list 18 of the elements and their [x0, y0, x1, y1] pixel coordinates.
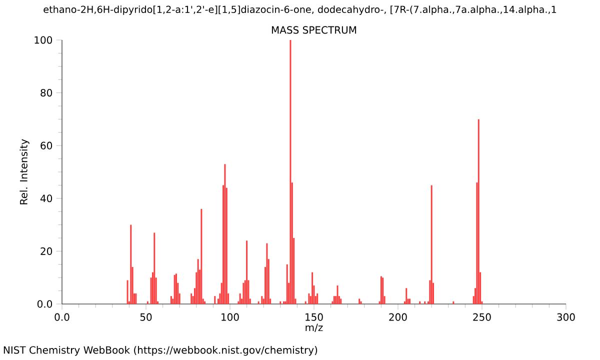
y-axis-title: Rel. Intensity — [20, 139, 30, 204]
x-tick-label: 0.0 — [54, 313, 70, 321]
x-tick-label: 200 — [389, 313, 407, 321]
x-tick-label: 300 — [557, 313, 575, 321]
y-tick-label: 100 — [34, 36, 52, 44]
y-tick-label: 40 — [40, 194, 52, 202]
y-tick-label: 20 — [40, 247, 52, 255]
chart-title: MASS SPECTRUM — [272, 26, 356, 34]
x-tick-label: 50 — [140, 313, 152, 321]
y-tick-label: 80 — [40, 89, 52, 97]
y-tick-label: 60 — [40, 142, 52, 150]
x-tick-label: 150 — [306, 313, 323, 321]
x-axis-title: m/z — [306, 324, 323, 332]
x-tick-label: 250 — [473, 313, 491, 321]
chart-subtitle: ethano-2H,6H-dipyrido[1,2-a:1',2'-e][1,5]diazocin-6-one, dodecahydro-, [7R-(7.alpha.,7a.alpha.,14.alpha.,1 — [44, 6, 556, 15]
y-tick-label: 0.0 — [37, 300, 52, 308]
text: NIST Chemistry WebBook (https://webbook.nist.gov/chemistry) — [4, 346, 318, 356]
x-tick-label: 100 — [222, 313, 239, 321]
